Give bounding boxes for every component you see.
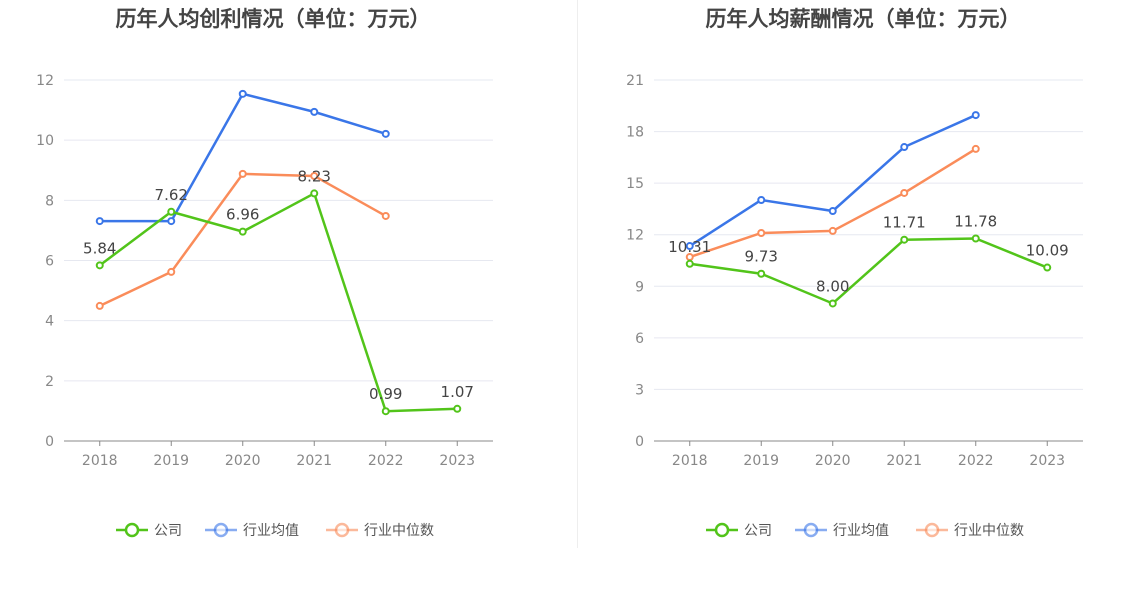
x-tick-label: 2018 [672,453,708,469]
data-point [900,143,909,152]
data-label: 11.71 [883,214,926,232]
data-label: 1.07 [441,383,474,401]
data-point [167,217,176,226]
series-line-0 [689,237,1048,305]
data-label: 8.00 [816,277,849,295]
legend-item-label[interactable]: 行业中位数 [364,523,434,539]
data-label: 9.73 [745,248,778,266]
data-point [757,195,766,204]
data-point [381,211,390,220]
series-line-2 [689,147,977,259]
x-tick-label: 2020 [815,453,851,469]
series-line-1 [99,92,387,223]
y-tick-label: 4 [45,314,54,330]
data-point [685,242,694,251]
y-tick-label: 12 [626,228,644,244]
legend-marker-icon [124,522,140,538]
series-line-2 [99,172,387,308]
x-tick-label: 2022 [368,453,404,469]
data-point [900,188,909,197]
x-tick-label: 2023 [1029,453,1065,469]
y-tick-label: 2 [45,374,54,390]
data-point [1043,263,1052,272]
data-point [381,407,390,416]
data-point [757,269,766,278]
x-tick-label: 2018 [82,453,118,469]
chart-per-capita-profit: 历年人均创利情况（单位：万元） 0 2 4 6 8 10 12 2018 2019 2020 2021… [0,0,574,589]
legend-marker-icon [714,522,730,538]
data-point [238,89,247,98]
data-point [971,111,980,120]
legend-marker-icon [213,522,229,538]
legend-item-label[interactable]: 公司 [154,523,182,539]
data-point [685,259,694,268]
x-tick-label: 2023 [439,453,475,469]
data-label: 10.09 [1026,242,1069,260]
data-point [95,261,104,270]
x-tick-label: 2021 [886,453,922,469]
data-point [167,207,176,216]
x-tick-label: 2019 [743,453,779,469]
legend-marker-icon [334,522,350,538]
data-label: 11.78 [954,212,997,230]
data-point [453,404,462,413]
data-label: 6.96 [226,206,259,224]
data-point [238,169,247,178]
data-label: 0.99 [369,385,402,403]
data-point [238,227,247,236]
y-tick-label: 12 [36,73,54,89]
data-point [900,235,909,244]
y-tick-label: 6 [45,254,54,270]
x-tick-label: 2019 [153,453,189,469]
data-point [310,171,319,180]
data-label: 8.23 [298,167,331,185]
y-tick-label: 3 [635,382,644,398]
data-point [971,234,980,243]
data-label: 10.31 [668,238,711,256]
data-point [828,206,837,215]
chart-title: 历年人均薪酬情况（单位：万元） [706,7,1021,31]
divider [577,0,578,548]
data-point [167,267,176,276]
series-line-0 [99,191,458,413]
y-tick-label: 18 [626,125,644,141]
y-tick-label: 21 [626,73,644,89]
y-tick-label: 8 [45,193,54,209]
y-tick-label: 10 [36,133,54,149]
y-tick-label: 15 [626,176,644,192]
data-point [828,226,837,235]
y-tick-label: 6 [635,331,644,347]
x-tick-label: 2022 [958,453,994,469]
legend-marker-icon [803,522,819,538]
data-point [971,144,980,153]
chart-title: 历年人均创利情况（单位：万元） [116,7,431,31]
legend-marker-icon [924,522,940,538]
series-line-1 [689,113,977,248]
legend-item-label[interactable]: 行业中位数 [954,523,1024,539]
y-tick-label: 0 [635,434,644,450]
legend-item-label[interactable]: 行业均值 [833,523,889,539]
x-tick-label: 2020 [225,453,261,469]
data-point [381,129,390,138]
y-tick-label: 9 [635,279,644,295]
data-point [95,301,104,310]
legend-item-label[interactable]: 行业均值 [243,523,299,539]
data-point [310,107,319,116]
data-label: 7.62 [155,186,188,204]
data-point [757,228,766,237]
legend-item-label[interactable]: 公司 [744,523,772,539]
data-point [828,299,837,308]
chart-per-capita-salary: 历年人均薪酬情况（单位：万元） 0 3 6 9 12 15 18 21 2018 2019 2020 2… [590,0,1148,589]
y-tick-label: 0 [45,434,54,450]
data-point [95,217,104,226]
x-tick-label: 2021 [296,453,332,469]
data-point [310,189,319,198]
data-label: 5.84 [83,239,116,257]
